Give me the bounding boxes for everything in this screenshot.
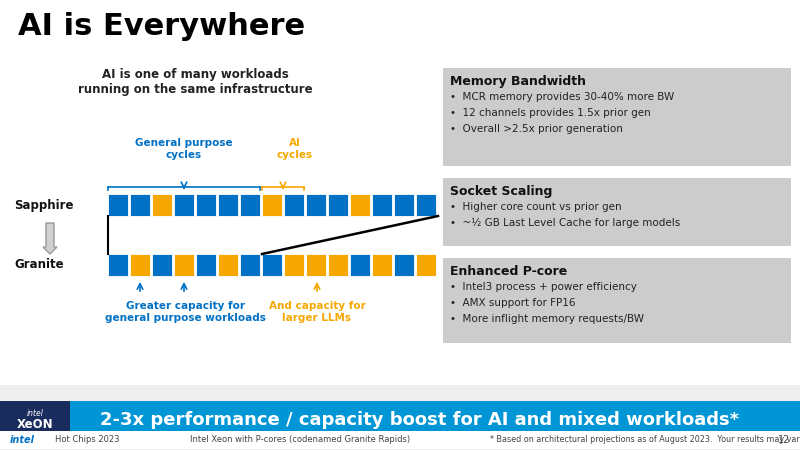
Text: •  Overall >2.5x prior generation: • Overall >2.5x prior generation: [450, 124, 623, 134]
FancyBboxPatch shape: [0, 0, 800, 385]
FancyBboxPatch shape: [443, 178, 791, 246]
FancyBboxPatch shape: [443, 258, 791, 343]
FancyBboxPatch shape: [0, 431, 800, 449]
Text: Socket Scaling: Socket Scaling: [450, 185, 552, 198]
Text: Enhanced P-core: Enhanced P-core: [450, 265, 567, 278]
Text: And capacity for
larger LLMs: And capacity for larger LLMs: [269, 301, 366, 323]
FancyBboxPatch shape: [262, 194, 282, 216]
Text: Hot Chips 2023: Hot Chips 2023: [55, 436, 119, 445]
FancyBboxPatch shape: [394, 254, 414, 276]
Text: •  12 channels provides 1.5x prior gen: • 12 channels provides 1.5x prior gen: [450, 108, 650, 118]
FancyBboxPatch shape: [218, 254, 238, 276]
FancyBboxPatch shape: [416, 254, 436, 276]
FancyBboxPatch shape: [174, 254, 194, 276]
FancyBboxPatch shape: [108, 254, 128, 276]
FancyBboxPatch shape: [0, 401, 70, 439]
FancyBboxPatch shape: [350, 254, 370, 276]
Text: •  More inflight memory requests/BW: • More inflight memory requests/BW: [450, 314, 644, 324]
FancyBboxPatch shape: [108, 194, 128, 216]
FancyBboxPatch shape: [328, 194, 348, 216]
FancyBboxPatch shape: [328, 254, 348, 276]
Text: Greater capacity for
general purpose workloads: Greater capacity for general purpose wor…: [105, 301, 266, 323]
Text: XeON: XeON: [17, 418, 54, 432]
FancyBboxPatch shape: [196, 194, 216, 216]
FancyBboxPatch shape: [152, 254, 172, 276]
FancyBboxPatch shape: [174, 194, 194, 216]
Text: 12: 12: [778, 435, 790, 445]
Text: Sapphire: Sapphire: [14, 198, 74, 211]
FancyBboxPatch shape: [284, 194, 304, 216]
FancyBboxPatch shape: [284, 254, 304, 276]
Text: •  Higher core count vs prior gen: • Higher core count vs prior gen: [450, 202, 622, 212]
FancyBboxPatch shape: [70, 401, 800, 439]
Text: •  Intel3 process + power efficiency: • Intel3 process + power efficiency: [450, 282, 637, 292]
Text: Memory Bandwidth: Memory Bandwidth: [450, 75, 586, 88]
FancyBboxPatch shape: [443, 68, 791, 166]
Text: Granite: Granite: [14, 258, 64, 271]
FancyBboxPatch shape: [152, 194, 172, 216]
FancyBboxPatch shape: [372, 254, 392, 276]
FancyBboxPatch shape: [196, 254, 216, 276]
FancyBboxPatch shape: [262, 254, 282, 276]
FancyBboxPatch shape: [394, 194, 414, 216]
Text: AI
cycles: AI cycles: [277, 139, 313, 160]
Text: * Based on architectural projections as of August 2023.  Your results may vary.: * Based on architectural projections as …: [490, 436, 800, 445]
FancyBboxPatch shape: [130, 254, 150, 276]
FancyBboxPatch shape: [306, 194, 326, 216]
FancyBboxPatch shape: [306, 254, 326, 276]
Text: intel: intel: [10, 435, 35, 445]
FancyBboxPatch shape: [240, 194, 260, 216]
FancyBboxPatch shape: [130, 194, 150, 216]
FancyBboxPatch shape: [372, 194, 392, 216]
Text: •  ~½ GB Last Level Cache for large models: • ~½ GB Last Level Cache for large model…: [450, 218, 680, 228]
FancyBboxPatch shape: [218, 194, 238, 216]
Text: •  MCR memory provides 30-40% more BW: • MCR memory provides 30-40% more BW: [450, 92, 674, 102]
Text: Intel Xeon with P-cores (codenamed Granite Rapids): Intel Xeon with P-cores (codenamed Grani…: [190, 436, 410, 445]
Text: General purpose
cycles: General purpose cycles: [135, 139, 233, 160]
Text: AI is Everywhere: AI is Everywhere: [18, 12, 305, 41]
Text: 2-3x performance / capacity boost for AI and mixed workloads*: 2-3x performance / capacity boost for AI…: [101, 411, 739, 429]
Text: intel: intel: [26, 410, 43, 418]
FancyBboxPatch shape: [240, 254, 260, 276]
FancyBboxPatch shape: [416, 194, 436, 216]
Text: AI is one of many workloads
running on the same infrastructure: AI is one of many workloads running on t…: [78, 68, 312, 96]
Text: •  AMX support for FP16: • AMX support for FP16: [450, 298, 575, 308]
FancyArrow shape: [43, 223, 57, 254]
FancyBboxPatch shape: [350, 194, 370, 216]
